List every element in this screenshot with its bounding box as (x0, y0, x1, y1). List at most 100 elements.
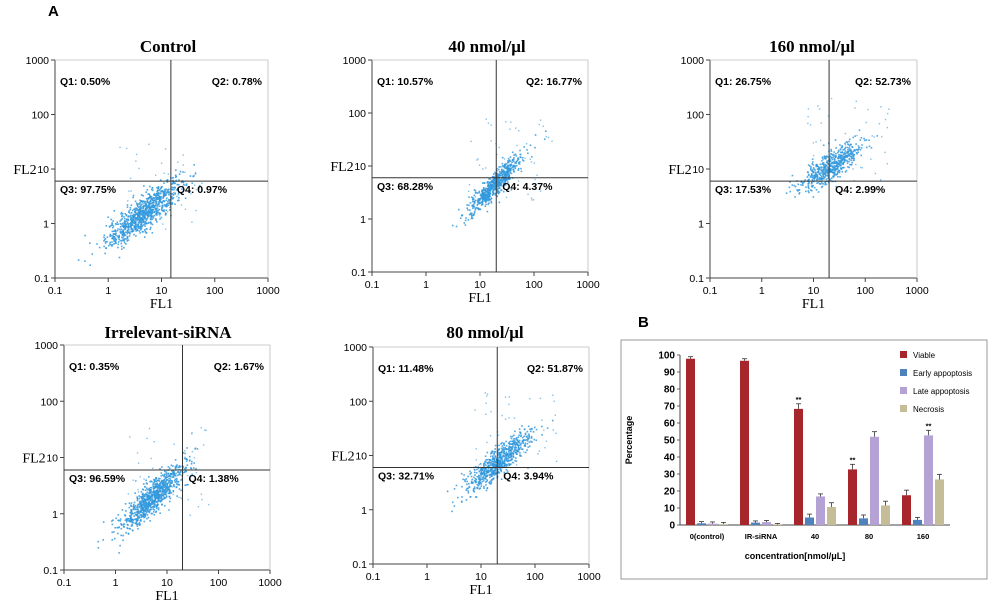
event-dot (855, 151, 858, 154)
event-dot (98, 246, 101, 249)
event-dot-sparse (194, 447, 197, 449)
event-dot (472, 203, 475, 206)
event-dot (155, 507, 158, 510)
event-dot (121, 214, 123, 217)
event-dot (474, 474, 476, 476)
event-dot (502, 182, 505, 185)
event-dots (77, 143, 203, 266)
event-dot (498, 448, 500, 451)
event-dot (131, 520, 133, 523)
event-dot (140, 217, 143, 220)
event-dot (152, 489, 155, 492)
event-dot (487, 183, 490, 185)
flow-panel-3: 160 nmol/μl0.1 1 10 100 10000.11101001000Q1:… (668, 37, 929, 312)
event-dot (168, 491, 171, 493)
event-dot (147, 205, 150, 208)
event-dot (847, 153, 850, 156)
event-dot (124, 503, 127, 505)
event-dot (150, 218, 152, 221)
event-dot (811, 158, 814, 160)
event-dot (504, 446, 506, 449)
event-dot (155, 213, 157, 215)
event-dot (512, 160, 515, 163)
event-dot-sparse (164, 148, 167, 150)
bar-early-appoptosis (859, 518, 868, 525)
event-dot (470, 212, 473, 215)
event-dot (132, 507, 135, 510)
event-dot (503, 458, 506, 460)
y-tick-label: 20 (664, 487, 676, 498)
event-dot (146, 498, 148, 501)
event-dot (841, 157, 844, 160)
event-dot-sparse (191, 432, 193, 434)
event-dot (812, 161, 814, 163)
event-dot (84, 234, 86, 237)
event-dot-sparse (490, 140, 492, 142)
event-dot (137, 517, 140, 519)
event-dot (829, 168, 832, 170)
event-dot (825, 178, 828, 180)
event-dot (131, 230, 134, 232)
event-dot (157, 209, 159, 211)
event-dot (135, 520, 138, 523)
event-dot (843, 152, 846, 154)
event-dot (527, 425, 530, 428)
event-dot (857, 145, 860, 147)
event-dot (481, 476, 484, 479)
event-dot (534, 146, 536, 149)
event-dot (472, 198, 474, 201)
event-dot (810, 185, 813, 187)
event-dot (124, 222, 127, 225)
event-dot (510, 458, 513, 461)
event-dot (479, 463, 482, 465)
event-dot (842, 149, 844, 151)
event-dot (487, 470, 489, 472)
event-dot (186, 458, 189, 461)
event-dot (496, 191, 499, 194)
event-dot (129, 218, 132, 221)
event-dot (138, 225, 140, 228)
event-dot (825, 155, 828, 157)
event-dot (126, 527, 128, 529)
event-dot (481, 195, 484, 198)
event-dot (519, 446, 522, 449)
event-dot (159, 481, 162, 484)
event-dot (468, 204, 470, 207)
event-dot-sparse (484, 167, 487, 169)
event-dot (816, 182, 818, 184)
event-dot (838, 162, 841, 164)
event-dot (138, 516, 141, 519)
event-dot (170, 492, 172, 494)
event-dot (122, 237, 124, 239)
event-dot (143, 202, 145, 205)
event-dot (822, 177, 825, 180)
event-dot (165, 480, 168, 482)
event-dot (140, 204, 142, 207)
event-dot (135, 225, 138, 228)
event-dot (473, 213, 475, 216)
event-dot (160, 475, 163, 477)
event-dot (490, 483, 492, 485)
event-dot (503, 466, 505, 468)
event-dot (467, 490, 469, 492)
event-dot (146, 517, 148, 520)
event-dot (473, 471, 476, 474)
event-dot (844, 152, 847, 155)
event-dot (126, 218, 129, 221)
event-dot (486, 469, 488, 471)
event-dot (851, 152, 854, 154)
event-dot (835, 174, 837, 176)
event-dot (491, 181, 493, 184)
event-dot (470, 472, 472, 474)
panel-title: 160 nmol/μl (769, 37, 855, 56)
event-dot (111, 223, 113, 226)
event-dot (182, 185, 184, 188)
event-dot (152, 506, 154, 508)
event-dot-sparse (489, 434, 492, 437)
event-dot (141, 201, 144, 204)
event-dot (805, 186, 807, 189)
event-dot-sparse (844, 132, 847, 135)
event-dot (511, 461, 514, 464)
event-dot (186, 464, 189, 466)
event-dot-sparse (888, 108, 890, 110)
